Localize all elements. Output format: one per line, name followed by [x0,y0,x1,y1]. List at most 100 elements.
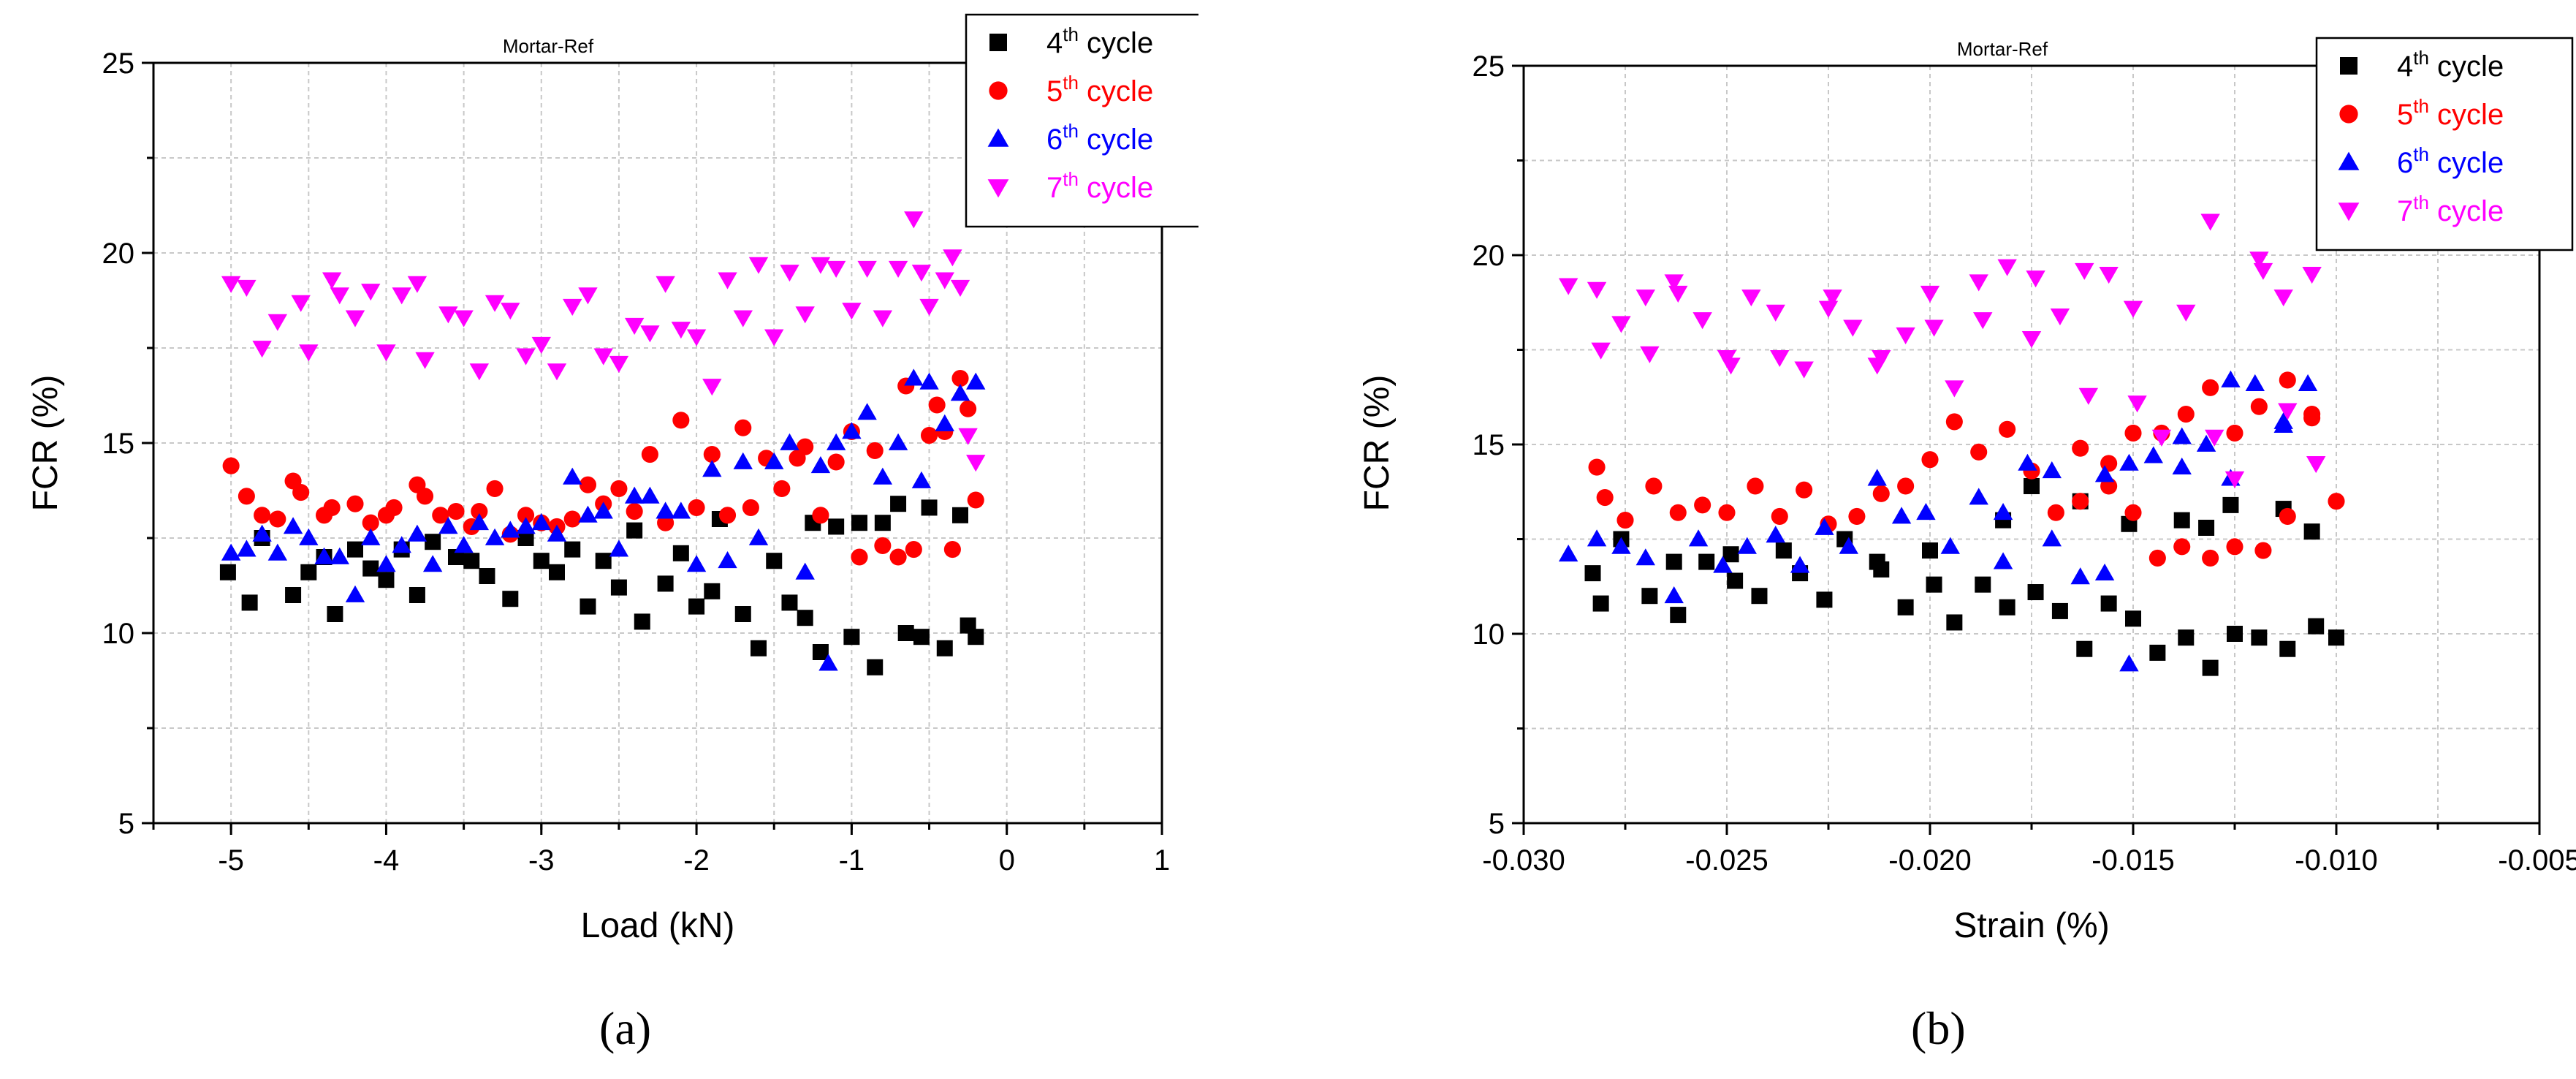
data-point [2303,523,2320,540]
legend-marker [989,34,1007,51]
data-point [2050,308,2070,326]
data-point [323,499,341,516]
data-point [252,341,272,358]
data-point [1771,507,1788,525]
data-point [299,344,319,362]
data-point [291,295,311,312]
data-point [1587,529,1607,547]
data-point [2306,456,2326,474]
data-point [407,524,428,542]
data-point [1669,504,1687,521]
data-point [857,260,877,278]
data-point [593,501,613,519]
data-point [1916,503,1936,520]
data-point [640,486,660,504]
data-point [781,594,798,611]
data-point [346,495,364,512]
data-point [438,306,458,324]
data-point [943,541,961,559]
legend-label: 6th cycle [2397,143,2504,179]
data-point [889,548,907,566]
x-tick-label: -0.010 [2295,844,2377,877]
data-point [1611,537,1631,554]
data-point [469,363,490,381]
data-point [2251,629,2268,646]
data-point [718,551,737,569]
data-point [951,370,969,387]
data-point [812,507,829,524]
series-square-b [1584,477,2344,676]
data-point [2279,640,2296,657]
data-point [797,610,813,626]
data-point [501,520,520,538]
data-point [734,419,752,436]
data-point [1872,485,1890,502]
data-point [1945,380,1964,398]
data-point [2127,395,2147,413]
data-point [1741,289,1761,307]
data-point [842,303,862,320]
data-point [873,310,893,328]
data-point [624,317,645,335]
data-point [2042,461,2062,479]
data-point [1635,289,1655,307]
data-point [322,272,342,289]
y-tick-label: 10 [1473,618,1505,651]
data-point [471,503,488,520]
data-point [501,303,520,320]
data-point [2042,529,2062,547]
data-point [935,272,954,289]
data-point [578,505,598,523]
data-point [2328,493,2345,510]
x-axis-title-a: Load (kN) [581,906,735,945]
data-point [842,422,862,439]
data-point [1665,553,1682,570]
data-point [1587,281,1607,299]
data-point [407,276,428,293]
data-point [751,640,767,656]
data-point [764,452,784,469]
legend-b: 4th cycle 5th cycle 6th cycle 7th cycle [2315,37,2574,251]
panel-label-a: (a) [599,1002,651,1054]
data-point [1558,545,1578,562]
data-point [267,314,288,331]
points-a [219,211,986,675]
data-point [531,513,551,531]
data-point [671,501,691,519]
data-point [657,575,674,592]
y-tick-label: 5 [118,808,134,840]
data-point [1921,451,1939,469]
x-tick-label: -0.020 [1888,844,1971,877]
data-point [904,368,924,386]
x-axis-title-b: Strain (%) [1953,906,2109,945]
y-tick-label: 25 [102,48,135,80]
data-point [812,644,829,660]
data-point [952,507,968,523]
data-point [1823,289,1842,307]
data-point [2119,453,2139,471]
data-point [416,488,434,505]
data-point [2047,504,2064,521]
data-point [810,456,831,474]
data-point [330,547,349,564]
data-point [237,279,257,297]
data-point [502,591,519,607]
data-point [1867,469,1887,486]
data-point [392,287,411,305]
data-point [1922,542,1938,559]
data-point [718,507,737,524]
data-point [221,543,241,561]
data-point [2151,429,2172,447]
data-point [2278,403,2298,420]
data-point [2253,262,2273,280]
data-point [422,555,443,572]
panel-label-b: (b) [1911,1002,1966,1054]
series-circle-a [222,370,984,566]
data-point [283,517,303,534]
y-axis-title-b: FCR (%) [1358,375,1397,512]
data-point [1839,537,1858,554]
data-point [888,433,908,450]
y-tick-label: 10 [102,618,135,650]
data-point [610,480,628,497]
